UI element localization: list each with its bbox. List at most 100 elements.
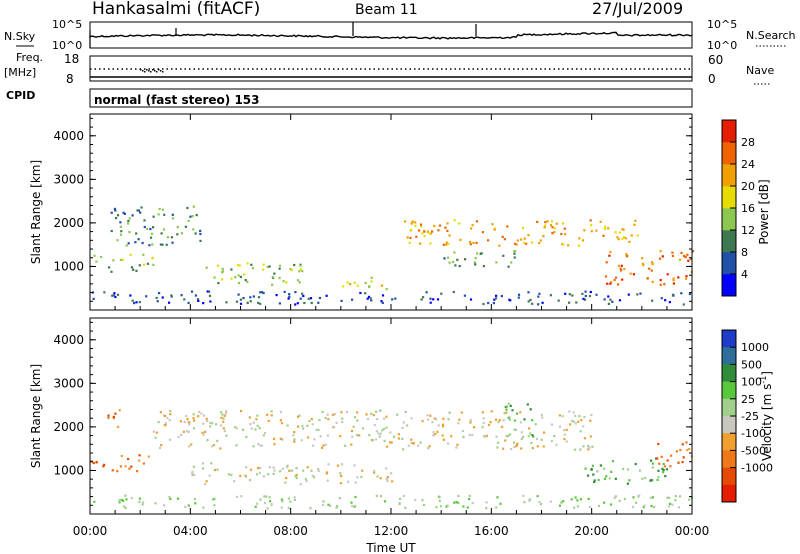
scatter-cell [184, 505, 187, 509]
scatter-cell [183, 298, 186, 301]
scatter-cell [339, 482, 343, 485]
scatter-cell [438, 496, 441, 499]
scatter-cell [279, 470, 282, 473]
scatter-cell [452, 290, 455, 294]
scatter-cell [422, 296, 425, 299]
scatter-cell [495, 506, 498, 509]
scatter-cell [350, 429, 354, 433]
colorbar-segment [722, 164, 736, 187]
scatter-cell [273, 469, 276, 472]
scatter-cell [597, 478, 600, 482]
scatter-cell [668, 301, 671, 304]
colorbar-tick-label: -500 [741, 444, 766, 457]
scatter-cell [293, 440, 296, 443]
scatter-cell [117, 425, 120, 428]
scatter-cell [169, 413, 172, 416]
scatter-cell [361, 427, 365, 430]
scatter-cell [342, 285, 345, 288]
scatter-cell [220, 411, 223, 414]
scatter-cell [171, 213, 174, 216]
scatter-cell [312, 444, 315, 447]
colorbar-tick-label: 4 [741, 268, 748, 281]
scatter-cell [573, 506, 576, 509]
scatter-cell [436, 430, 439, 433]
scatter-cell [656, 478, 659, 481]
scatter-cell [191, 215, 194, 218]
scatter-cell [482, 417, 485, 420]
scatter-cell [243, 273, 246, 276]
scatter-cell [143, 225, 146, 229]
scatter-cell [359, 291, 362, 295]
scatter-cell [100, 255, 103, 259]
scatter-cell [223, 414, 226, 417]
scatter-cell [404, 410, 407, 413]
scatter-cell [412, 442, 415, 445]
scatter-cell [326, 413, 329, 416]
scatter-cell [116, 214, 120, 217]
scatter-cell [431, 421, 434, 424]
scatter-cell [345, 410, 348, 414]
scatter-cell [381, 429, 384, 432]
scatter-cell [414, 221, 417, 224]
scatter-cell [487, 239, 490, 242]
scatter-cell [162, 504, 166, 507]
nsearch-tick-top: 10^5 [707, 18, 737, 31]
scatter-cell [317, 301, 320, 304]
scatter-cell [462, 505, 465, 508]
scatter-cell [370, 412, 373, 415]
scatter-cell [180, 294, 183, 297]
scatter-cell [169, 409, 172, 413]
scatter-cell [375, 494, 378, 497]
scatter-cell [618, 231, 621, 234]
scatter-cell [481, 411, 484, 414]
freq-tick-bottom: 8 [66, 72, 74, 86]
scatter-cell [356, 419, 359, 422]
scatter-cell [279, 437, 282, 440]
scatter-cell [346, 281, 349, 284]
scatter-cell [128, 217, 131, 220]
freq-unit: [MHz] [4, 66, 36, 79]
velocity-panel-frame [89, 317, 693, 515]
scatter-cell [240, 409, 243, 413]
scatter-cell [677, 461, 680, 464]
scatter-cell [626, 468, 630, 471]
scatter-cell [356, 434, 359, 437]
scatter-cell [632, 496, 635, 499]
scatter-cell [239, 474, 242, 477]
scatter-cell [578, 237, 581, 240]
scatter-cell [669, 502, 672, 505]
scatter-cell [453, 251, 456, 254]
scatter-cell [493, 228, 496, 231]
scatter-cell [572, 411, 575, 414]
scatter-cell [679, 448, 682, 452]
scatter-cell [666, 459, 669, 462]
scatter-cell [270, 414, 273, 417]
scatter-cell [541, 416, 544, 419]
scatter-cell [321, 410, 324, 414]
scatter-cell [410, 417, 413, 420]
scatter-cell [444, 226, 447, 229]
scatter-cell [492, 302, 495, 305]
scatter-cell [536, 437, 539, 441]
scatter-cell [249, 423, 252, 426]
scatter-cell [611, 460, 615, 463]
scatter-cell [417, 444, 420, 447]
scatter-cell [446, 504, 449, 507]
scatter-cell [177, 435, 180, 439]
colorbar-segment [722, 230, 736, 253]
scatter-cell [432, 434, 435, 437]
scatter-cell [368, 285, 371, 289]
scatter-cell [681, 443, 684, 446]
scatter-cell [504, 439, 507, 442]
scatter-cell [373, 423, 376, 427]
scatter-cell [379, 495, 383, 498]
scatter-cell [286, 466, 289, 469]
scatter-cell [522, 226, 525, 230]
scatter-cell [166, 416, 169, 420]
scatter-cell [269, 500, 272, 503]
x-tick-label: 08:00 [273, 524, 308, 538]
scatter-cell [112, 294, 115, 297]
scatter-cell [131, 299, 134, 302]
scatter-cell [507, 265, 510, 268]
scatter-cell [111, 294, 114, 297]
